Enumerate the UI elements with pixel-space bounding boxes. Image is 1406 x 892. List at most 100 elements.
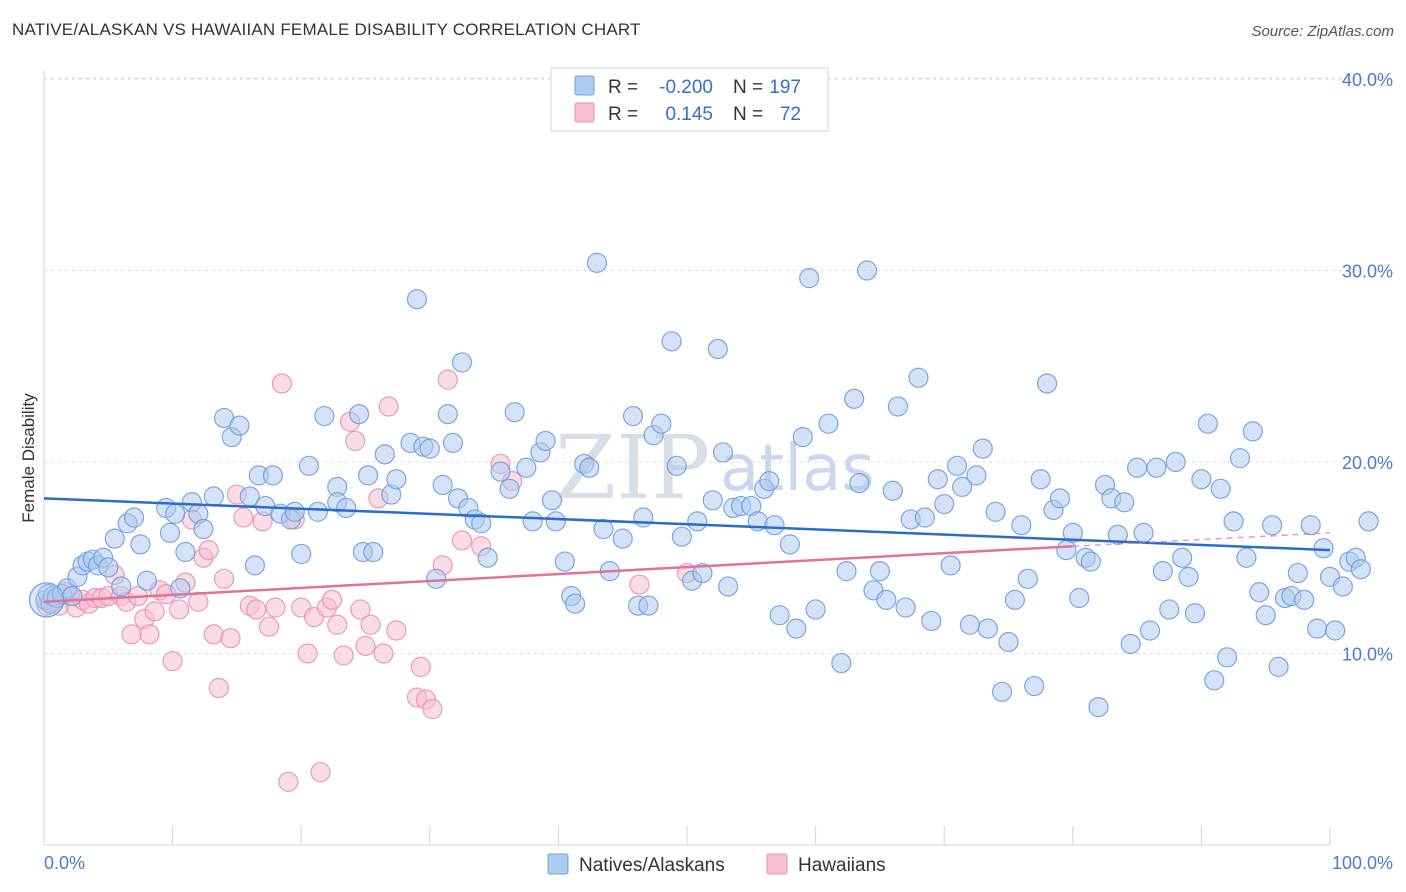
natives-point-173 <box>1191 469 1212 490</box>
stats-legend: R = -0.200 N = 197 R = 0.145 N = 72 <box>550 67 829 132</box>
natives-point-109 <box>764 515 785 536</box>
natives-point-44 <box>314 405 335 427</box>
natives-point-165 <box>1139 620 1161 641</box>
natives-point-58 <box>419 438 440 459</box>
natives-point-126 <box>887 396 909 417</box>
hawaiians-point-34 <box>233 507 254 528</box>
natives-point-73 <box>522 511 543 532</box>
natives-point-119 <box>844 388 865 409</box>
natives-point-94 <box>666 455 687 476</box>
natives-point-82 <box>579 457 600 478</box>
natives-point-111 <box>779 534 800 555</box>
natives-point-71 <box>504 402 525 423</box>
natives-point-190 <box>1300 515 1321 536</box>
natives-point-41 <box>291 543 312 565</box>
natives-point-177 <box>1217 647 1238 668</box>
hawaiians-point-31 <box>213 568 235 589</box>
legend-n-label-1: N = <box>733 77 763 98</box>
y-tick-label-10: 10.0% <box>1342 645 1393 665</box>
y-tick-label-30: 30.0% <box>1342 262 1393 282</box>
hawaiians-point-63 <box>422 698 443 720</box>
natives-point-50 <box>357 465 379 486</box>
natives-point-192 <box>1313 538 1334 559</box>
x-tick-label-min: 0.0% <box>44 853 85 873</box>
natives-point-141 <box>985 501 1006 522</box>
natives-point-37 <box>262 465 284 486</box>
natives-point-156 <box>1080 551 1101 572</box>
natives-point-138 <box>966 465 987 486</box>
hawaiians-point-49 <box>327 614 348 635</box>
hawaiians-point-65 <box>437 369 458 390</box>
natives-point-28 <box>193 518 214 540</box>
natives-point-147 <box>1024 675 1045 697</box>
natives-point-131 <box>921 610 942 632</box>
natives-point-87 <box>622 405 644 427</box>
natives-point-118 <box>836 561 857 582</box>
natives-point-61 <box>437 404 458 425</box>
series-legend-natives: Natives/Alaskans <box>579 855 725 876</box>
hawaiians-point-32 <box>220 628 241 649</box>
hawaiians-point-58 <box>378 396 399 417</box>
x-tick-label-max: 100.0% <box>1332 853 1393 873</box>
natives-point-43 <box>307 501 329 522</box>
natives-point-42 <box>298 455 320 476</box>
natives-point-113 <box>792 427 813 448</box>
natives-point-188 <box>1287 562 1308 584</box>
natives-point-108 <box>759 471 780 492</box>
y-axis-label: Female Disability <box>19 393 38 523</box>
natives-point-182 <box>1249 582 1270 603</box>
natives-point-139 <box>972 438 993 459</box>
series-legend: Natives/Alaskans Hawaiians <box>547 853 886 876</box>
natives-point-191 <box>1307 618 1328 639</box>
natives-point-137 <box>959 614 981 635</box>
series-legend-swatch-hawaiians <box>766 853 788 875</box>
natives-point-135 <box>946 455 968 476</box>
natives-point-99 <box>702 490 723 511</box>
natives-point-110 <box>769 605 790 626</box>
natives-point-54 <box>386 469 407 490</box>
x-axis-ticks <box>172 826 1331 845</box>
natives-point-83 <box>586 252 608 273</box>
natives-point-32 <box>229 415 250 436</box>
natives-point-189 <box>1294 589 1315 610</box>
natives-point-84 <box>593 518 614 540</box>
natives-point-78 <box>554 551 575 572</box>
natives-point-142 <box>991 681 1013 702</box>
hawaiians-point-30 <box>208 677 229 699</box>
natives-point-170 <box>1172 547 1193 568</box>
hawaiians-point-15 <box>121 624 142 645</box>
natives-point-22 <box>159 522 181 543</box>
natives-point-169 <box>1165 451 1186 473</box>
natives-point-120 <box>849 472 870 494</box>
natives-point-146 <box>1017 568 1038 589</box>
natives-point-136 <box>952 476 973 497</box>
natives-point-75 <box>535 430 556 452</box>
natives-point-175 <box>1204 670 1225 691</box>
natives-point-153 <box>1062 522 1083 543</box>
natives-alaskans-points <box>28 252 1379 718</box>
y-axis-tick-labels: 10.0% 20.0% 30.0% 40.0% <box>1342 70 1393 665</box>
natives-trend-line <box>43 497 1331 552</box>
natives-point-176 <box>1210 478 1231 499</box>
natives-point-194 <box>1325 620 1346 641</box>
natives-point-56 <box>406 289 428 310</box>
natives-point-132 <box>927 469 948 490</box>
natives-point-60 <box>432 474 453 496</box>
natives-point-97 <box>687 511 708 532</box>
y-tick-label-40: 40.0% <box>1342 70 1393 90</box>
natives-point-172 <box>1184 603 1206 624</box>
natives-point-183 <box>1255 605 1276 626</box>
natives-point-64 <box>451 352 473 373</box>
natives-point-166 <box>1146 457 1167 478</box>
hawaiians-point-28 <box>198 539 219 561</box>
natives-point-149 <box>1036 373 1058 394</box>
natives-point-181 <box>1242 421 1263 442</box>
natives-point-125 <box>882 480 903 501</box>
natives-point-174 <box>1197 413 1218 434</box>
natives-point-144 <box>1004 589 1026 610</box>
hawaiians-point-61 <box>410 656 431 678</box>
natives-point-68 <box>477 547 498 568</box>
legend-n-value-2: 72 <box>780 104 801 125</box>
natives-point-130 <box>914 507 936 528</box>
